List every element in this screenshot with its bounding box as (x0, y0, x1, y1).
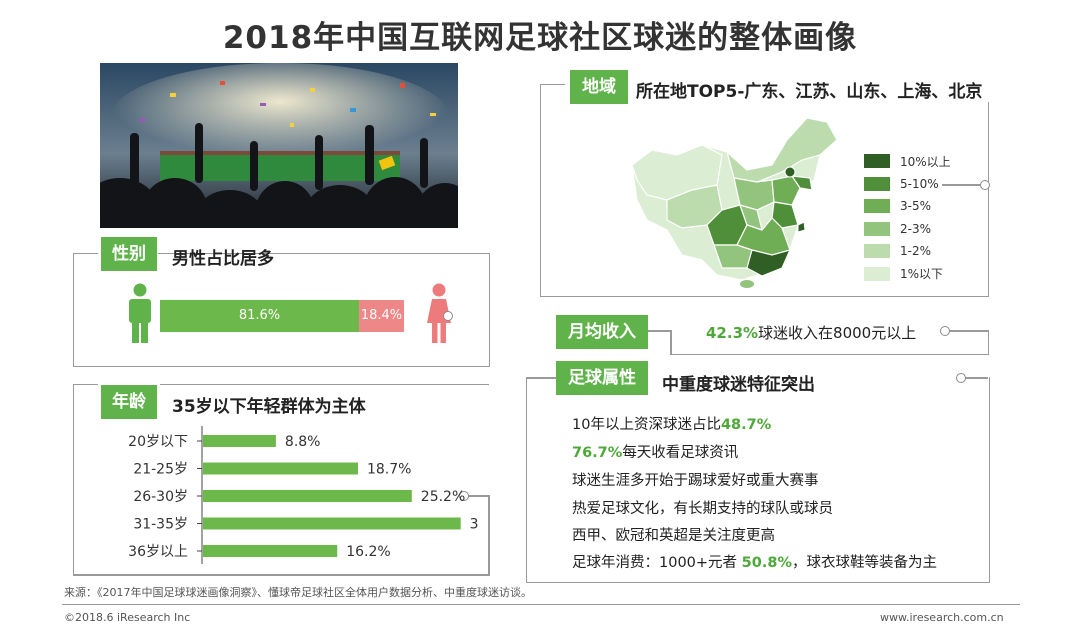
china-map (631, 117, 838, 288)
age-bar (203, 545, 338, 557)
female-share-label: 18.4% (360, 308, 403, 323)
traits-frame (526, 377, 990, 583)
age-value-label: 31.1% (470, 517, 480, 533)
income-text: 42.3%球迷收入在8000元以上 (706, 322, 916, 343)
legend-swatch (864, 176, 890, 191)
age-frame (73, 384, 489, 575)
traits-heading: 中重度球迷特征突出 (662, 375, 815, 395)
age-category-label: 36岁以上 (128, 544, 188, 560)
legend-swatch (864, 244, 890, 259)
income-tag: 月均收入 (556, 315, 648, 349)
income-frame (670, 330, 989, 355)
age-bar (203, 490, 412, 502)
trait-line-4: 热爱足球文化，有长期支持的球队或球员 (572, 501, 833, 517)
legend-item: 2-3% (864, 218, 951, 241)
copyright: ©2018.6 iResearch Inc (64, 611, 191, 624)
website: www.iresearch.com.cn (880, 611, 1004, 624)
footer-divider (62, 604, 1020, 605)
trait-6-suffix: ，球衣球鞋等装备为主 (791, 555, 937, 571)
region-tag: 地域 (570, 70, 628, 104)
age-bar-chart: 20岁以下 8.8% 21-25岁 18.7% 26-30岁 25.2% 31-35岁 31.… (128, 426, 480, 564)
traits-connector-dot (956, 373, 966, 383)
gender-frame (73, 253, 490, 367)
legend-swatch (864, 221, 890, 236)
legend-label: 1-2% (900, 244, 932, 259)
age-bar (203, 462, 358, 475)
female-share-bar: 18.4% (359, 300, 404, 332)
trait-2-text: 每天收看足球资讯 (622, 445, 739, 461)
gender-heading: 男性占比居多 (172, 249, 274, 269)
legend-swatch (864, 266, 890, 281)
age-value-label: 8.8% (285, 434, 321, 450)
income-value: 42.3% (706, 324, 759, 342)
stadium-illustration (100, 63, 458, 228)
age-bar (203, 435, 276, 447)
trait-6-text: 足球年消费：1000+元者 (572, 555, 742, 571)
income-description: 球迷收入在8000元以上 (758, 324, 917, 342)
age-category-label: 20岁以下 (128, 434, 188, 450)
age-value-label: 16.2% (346, 544, 390, 560)
age-bar (203, 517, 461, 530)
male-icon (129, 283, 151, 343)
legend-item: 1-2% (864, 240, 951, 263)
source-note: 来源：《2017年中国足球球迷画像洞察》、懂球帝足球社区全体用户数据分析、中重度… (64, 586, 532, 599)
gender-connector-dot (443, 311, 453, 321)
age-category-label: 31-35岁 (133, 517, 188, 533)
legend-label: 3-5% (900, 199, 932, 214)
age-tag: 年龄 (101, 385, 157, 419)
region-connector-dot (980, 180, 990, 190)
gender-bar: 81.6% 18.4% (160, 300, 404, 332)
age-connector-dot (459, 491, 469, 501)
female-icon (427, 283, 451, 343)
legend-item: 5-10% (864, 173, 951, 196)
trait-line-5: 西甲、欧冠和英超是关注度更高 (572, 528, 775, 544)
income-connector-dot (940, 326, 950, 336)
legend-swatch (864, 154, 890, 169)
age-heading: 35岁以下年轻群体为主体 (172, 397, 366, 417)
gender-tag: 性别 (101, 237, 157, 271)
age-value-label: 25.2% (421, 489, 465, 505)
trait-line-6: 足球年消费：1000+元者 50.8%，球衣球鞋等装备为主 (572, 551, 937, 572)
legend-label: 1%以下 (900, 267, 944, 282)
trait-6-value: 50.8% (741, 555, 792, 571)
trait-line-1: 10年以上资深球迷占比48.7% (572, 413, 771, 434)
trait-line-2: 76.7%每天收看足球资讯 (572, 441, 738, 462)
legend-item: 1%以下 (864, 263, 951, 286)
region-heading: 所在地TOP5-广东、江苏、山东、上海、北京 (636, 82, 983, 102)
legend-item: 3-5% (864, 195, 951, 218)
legend-swatch (864, 199, 890, 214)
legend-label: 5-10% (900, 176, 939, 191)
stadium-photo (100, 63, 458, 228)
male-share-label: 81.6% (238, 308, 281, 323)
age-category-label: 21-25岁 (133, 462, 188, 478)
age-value-label: 18.7% (367, 462, 411, 478)
map-legend: 10%以上 5-10% 3-5% 2-3% 1-2% 1%以下 (864, 150, 951, 285)
age-category-label: 26-30岁 (133, 489, 188, 505)
legend-label: 10%以上 (900, 154, 951, 169)
legend-item: 10%以上 (864, 150, 951, 173)
trait-line-3: 球迷生涯多开始于踢球爱好或重大赛事 (572, 473, 819, 489)
page-title: 2018年中国互联网足球社区球迷的整体画像 (222, 20, 858, 56)
trait-2-value: 76.7% (572, 445, 623, 461)
male-share-bar: 81.6% (160, 300, 359, 332)
traits-tag: 足球属性 (556, 361, 648, 395)
legend-label: 2-3% (900, 221, 932, 236)
trait-1-text: 10年以上资深球迷占比 (572, 417, 721, 433)
trait-1-value: 48.7% (720, 417, 772, 433)
